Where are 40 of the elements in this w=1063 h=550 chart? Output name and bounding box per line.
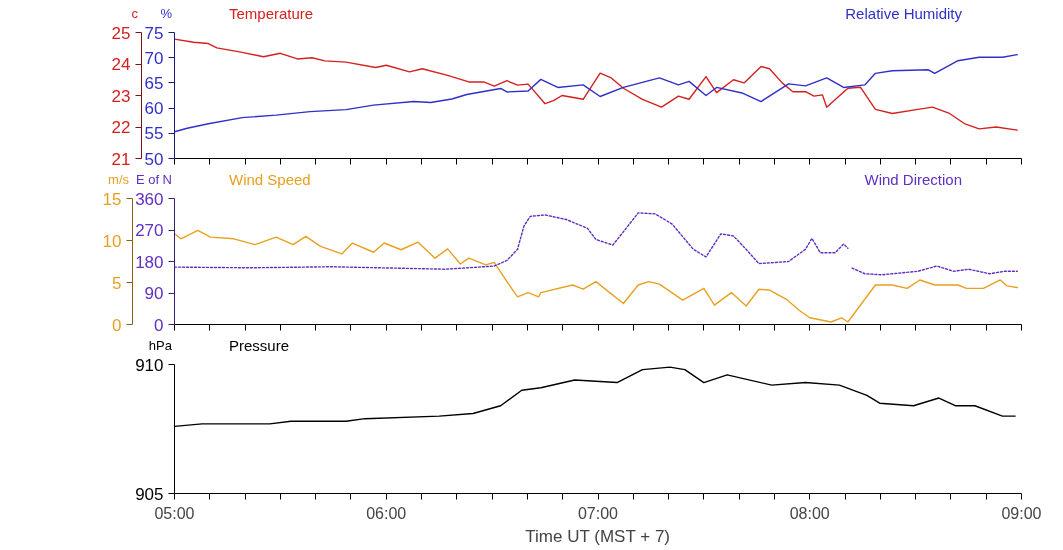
y2-axis-title: E of N (135, 171, 172, 190)
line-series (174, 38, 1018, 131)
text: Pressure (229, 335, 290, 356)
text: Relative Humidity (845, 3, 962, 24)
y-tick-label: 23 (111, 86, 131, 106)
y2-tick-label: 50 (144, 149, 164, 169)
y-tick-label: 0 (112, 315, 122, 335)
y2-tick-label: 60 (144, 99, 164, 119)
y-tick-label: 910 (135, 355, 164, 375)
y-tick-label: 905 (135, 484, 164, 504)
y-tick-label: 5 (112, 273, 122, 293)
y2-axis-title: % (160, 5, 172, 24)
y-axis-title: c (131, 5, 138, 24)
x-tick-label: 05:00 (154, 504, 195, 522)
x-axis-title: Time UT (MST + 7) (525, 526, 671, 546)
y2-tick-label: 75 (144, 23, 164, 43)
x-tick-label: 07:00 (577, 504, 619, 522)
y-axis-title: hPa (148, 337, 172, 356)
y-tick-label: 15 (102, 189, 122, 209)
x-tick-label: 09:00 (1001, 504, 1042, 522)
y2-tick-label: 55 (144, 124, 164, 144)
y-tick-label: 25 (111, 23, 131, 43)
line-series (174, 53, 1018, 133)
line-series (174, 229, 1018, 323)
series-label: Temperature (229, 3, 314, 24)
y2-tick-label: 70 (144, 48, 164, 68)
y-tick-label: 10 (102, 231, 122, 251)
y2-tick-label: 270 (135, 221, 164, 240)
y2-tick-label: 90 (144, 284, 164, 303)
y2-tick-label: 360 (135, 189, 164, 209)
y2-tick-label: 65 (144, 73, 164, 93)
y2-tick-label: 180 (135, 252, 164, 272)
y-tick-label: 21 (111, 149, 131, 169)
y-axis-title: m/s (108, 171, 129, 190)
text: Wind Direction (864, 169, 962, 190)
x-tick-label: 06:00 (366, 504, 407, 522)
text: Wind Speed (229, 169, 311, 190)
y-tick-label: 22 (111, 118, 131, 137)
x-tick-label: 08:00 (789, 504, 830, 522)
y-tick-label: 24 (111, 55, 131, 74)
